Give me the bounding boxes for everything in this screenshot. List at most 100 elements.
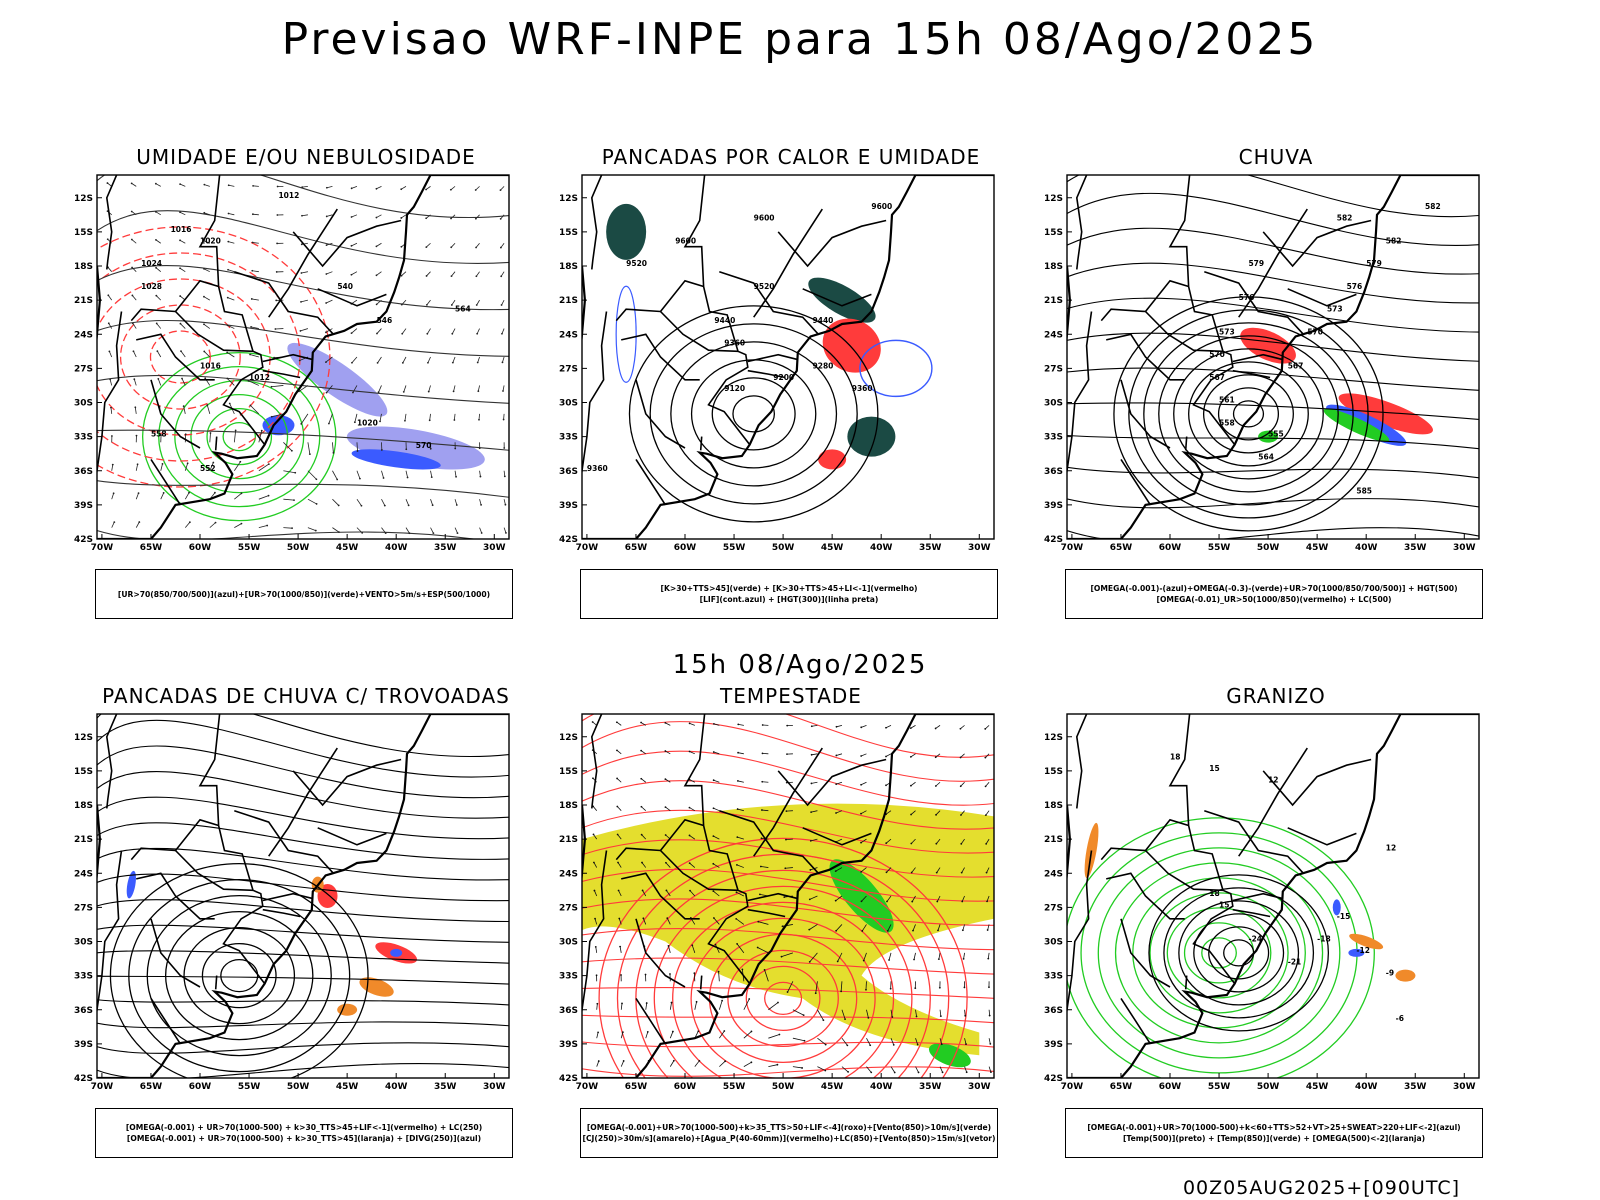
wind-vector [910,781,916,787]
wind-vector-head [985,871,988,874]
wind-vector [479,470,481,477]
wind-vector [300,413,309,425]
wind-vector-head [712,807,715,810]
wind-vector-head [761,780,764,783]
lif-contour [615,285,637,383]
wind-vector [108,323,113,329]
wind-vector-head [593,861,595,864]
wind-vector [719,1030,725,1039]
wind-vector-head [822,1019,825,1022]
wind-vector [841,1037,848,1046]
border-line [1204,809,1304,874]
wind-vector-head [618,917,621,920]
humidity-green-contour [222,421,256,452]
precip-water-contour [635,869,931,1078]
humidity-green-contour [174,379,305,494]
border-line [1287,288,1357,307]
wind-vector-head [293,499,295,502]
lat-tick-label: 36S [74,1006,93,1016]
streamline [1067,227,1479,275]
wind-vector [184,463,189,471]
streamline [97,719,509,778]
wind-vector-head [479,475,482,478]
lat-tick-label: 42S [559,1074,578,1084]
legend-line: [OMEGA(-0.001) + UR>70(1000-500) + k>30_… [125,1123,483,1132]
border-line [1120,379,1171,449]
wind-vector-head [450,217,452,220]
wind-vector [938,952,941,960]
wind-vector-head [984,814,987,817]
streamline [582,927,994,951]
wind-vector [160,463,163,471]
wind-vector-head [427,361,429,364]
wind-vector [332,442,334,453]
lon-tick-label: 60W [674,1082,697,1092]
wind-vector [109,379,113,386]
wind-vector-head [712,751,715,753]
wind-vector [963,952,965,959]
border-line [174,818,219,851]
wind-vector-head [301,186,304,189]
wind-vector-head [375,187,378,190]
wind-vector [454,470,457,477]
lat-tick-label: 27S [74,364,93,374]
lat-tick-label: 12S [74,733,93,743]
lat-tick-label: 18S [74,801,93,811]
wind-vector-head [136,463,139,466]
streamline [1067,527,1479,539]
wind-vector-head [963,986,966,989]
wind-vector-head [860,870,863,873]
wind-vector-head [646,1030,649,1033]
wind-vector [429,413,431,421]
wind-vector-head [250,298,253,300]
wind-vector [478,413,480,420]
precip-water-contour [764,981,803,1016]
border-line [292,758,402,807]
storm-orange-area [337,1003,358,1016]
lon-tick-label: 40W [870,543,893,553]
hgt-contour [1158,335,1339,493]
border-line [753,747,823,857]
contour-label: 573 [1327,305,1343,314]
rain-red-area [1338,393,1433,435]
lon-tick-label: 70W [576,543,599,553]
wind-vector [326,271,333,275]
wind-vector-head [383,504,386,507]
map-chuva: 5825825795765735705675615585555645675705… [1044,174,1480,553]
lat-tick-label: 15S [1044,228,1063,238]
wind-vector [910,725,916,729]
wind-vector-head [961,900,964,903]
lon-tick-label: 35W [1404,1082,1427,1092]
wind-vector [668,945,671,953]
wind-vector-head [276,242,278,245]
wind-vector-head [869,1044,872,1047]
wind-vector [401,299,407,305]
wind-vector [258,463,270,472]
lat-tick-label: 18S [559,262,578,272]
wind-vector-head [893,1071,896,1074]
wind-vector-head [503,475,506,478]
border-line [1184,975,1188,990]
wind-vector-head [384,532,387,535]
panel-title: CHUVA [1238,145,1314,169]
wind-vector [910,810,916,815]
wind-vector [401,214,407,219]
border-line [1204,270,1304,335]
wind-vector [641,862,647,868]
wind-vector [787,981,794,993]
wind-vector [719,1060,726,1067]
wind-vector [985,810,990,816]
rain-green-area [1258,430,1279,443]
wind-vector-head [860,841,862,844]
wind-vector [179,183,186,187]
wind-vector-head [935,813,937,816]
wind-vector [376,271,382,276]
wind-vector-head [406,476,409,479]
wind-vector-head [308,453,311,456]
wind-vector [713,863,720,868]
border-line [105,175,118,270]
lat-tick-label: 15S [1044,767,1063,777]
contour-label: 582 [1425,202,1441,211]
wind-vector [401,271,407,276]
border-line [777,219,887,268]
